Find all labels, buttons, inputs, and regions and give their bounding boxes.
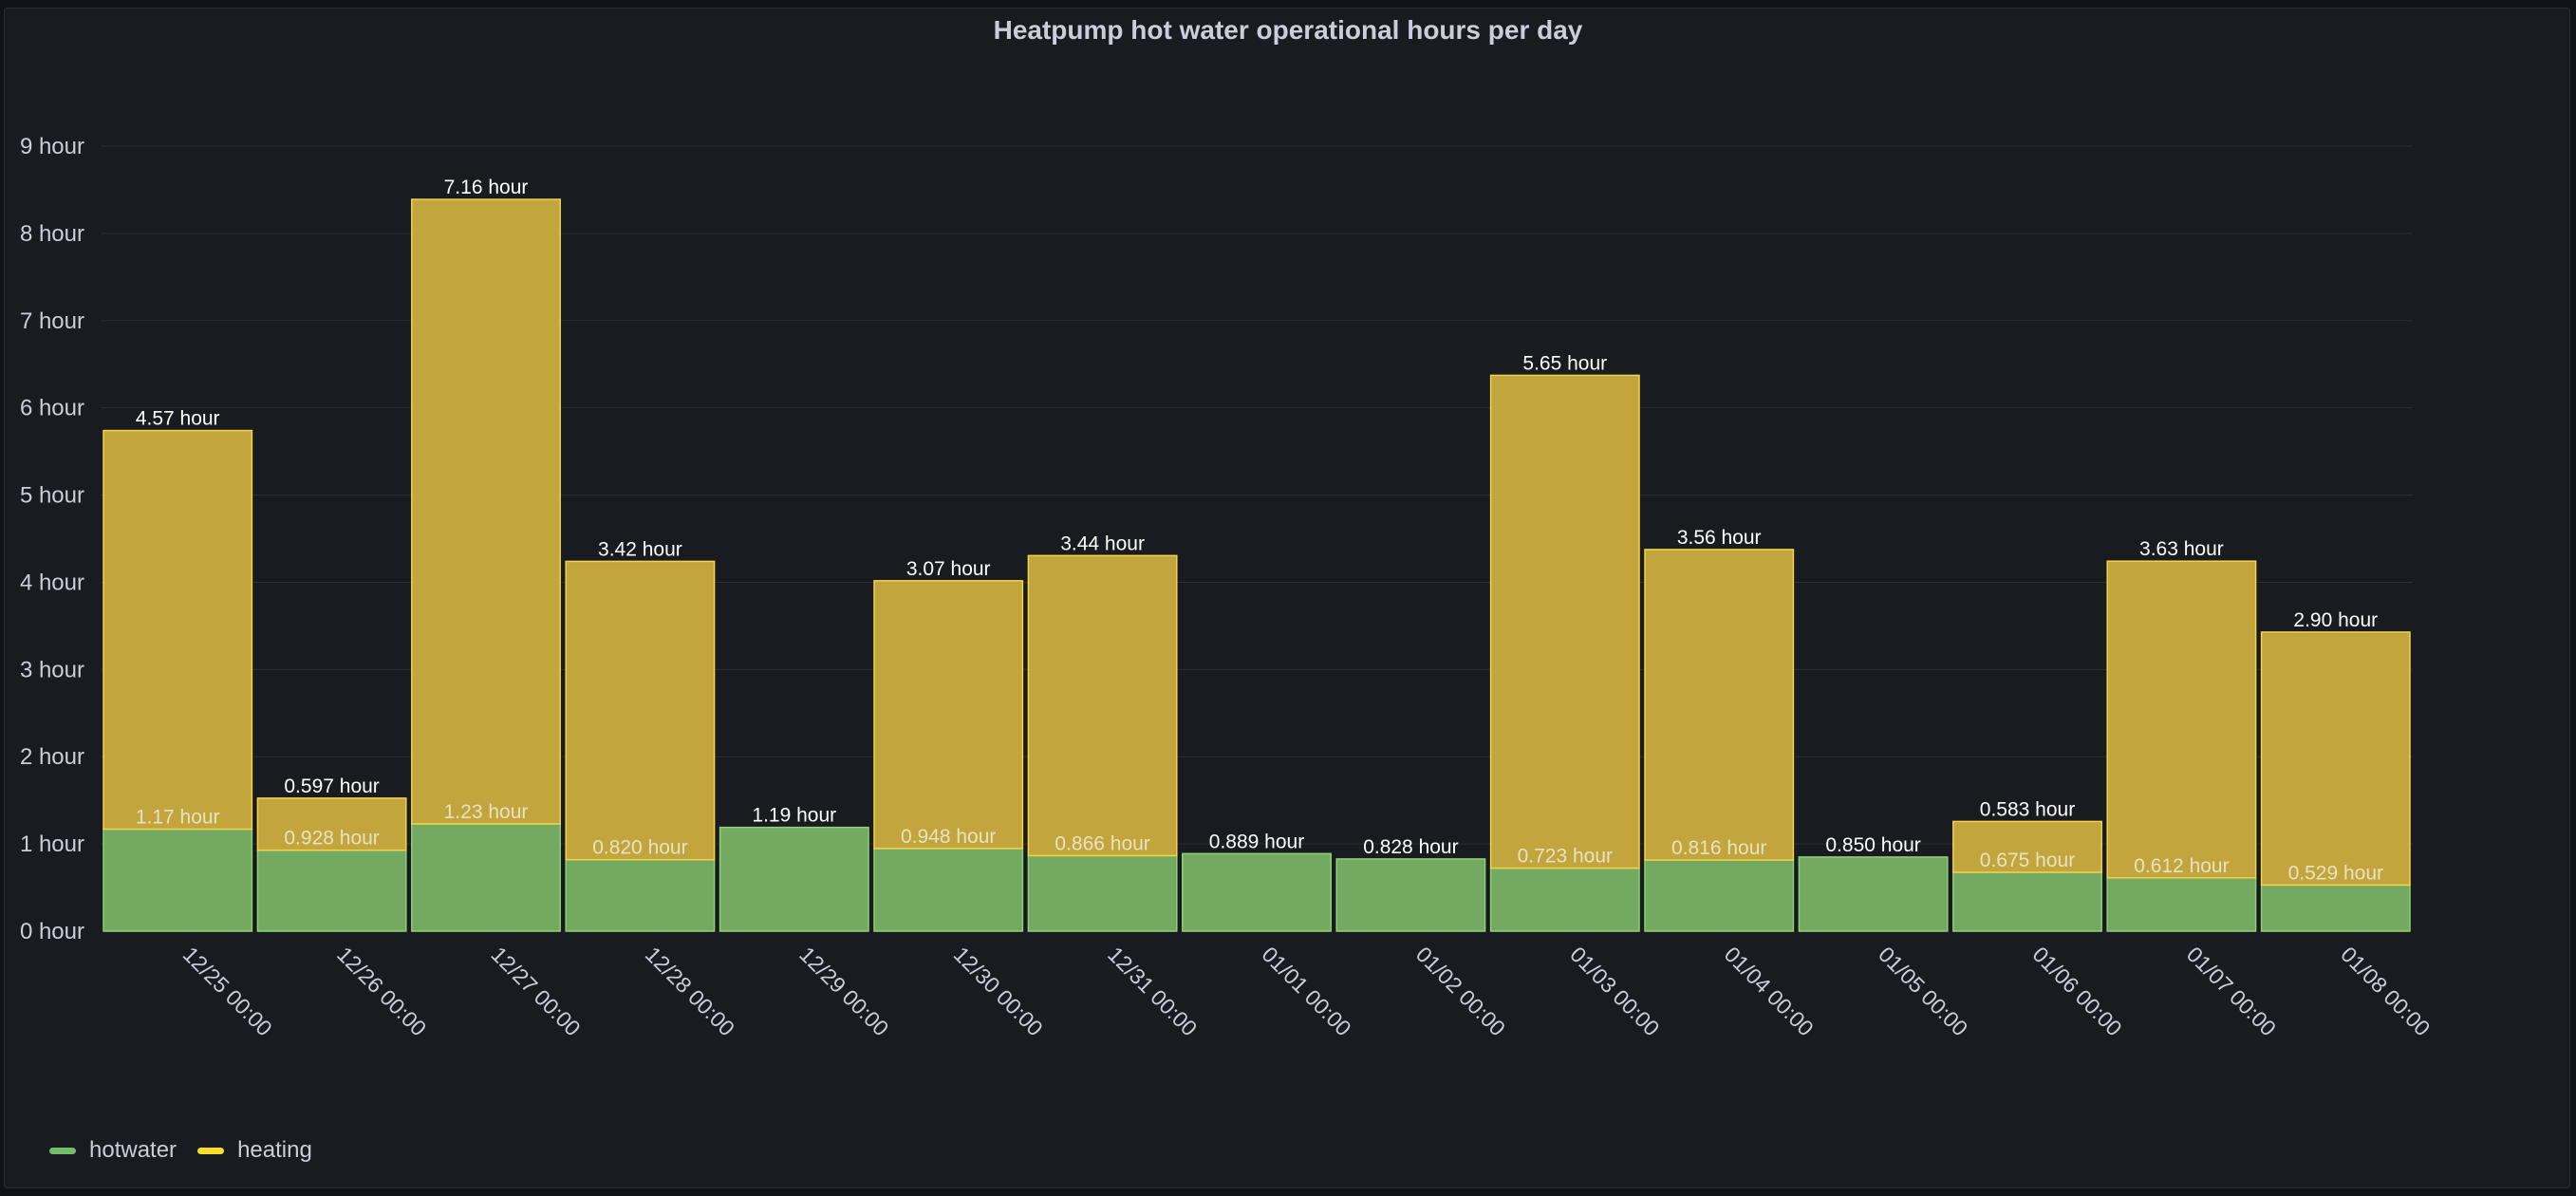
bar-hotwater[interactable]: [411, 823, 561, 932]
legend: hotwater heating: [49, 1137, 312, 1164]
x-tick-label: 01/07 00:00: [2182, 942, 2281, 1040]
legend-label-heating: heating: [237, 1137, 312, 1163]
x-tick-label: 01/05 00:00: [1874, 942, 1972, 1040]
bar-hotwater[interactable]: [565, 858, 716, 932]
data-label-heating: 3.56 hour: [1677, 527, 1762, 549]
x-tick-label: 12/26 00:00: [332, 942, 431, 1040]
x-tick-label: 12/30 00:00: [949, 942, 1048, 1040]
x-tick-label: 01/04 00:00: [1720, 942, 1819, 1040]
bar-hotwater[interactable]: [1489, 867, 1640, 932]
data-label-hotwater: 0.612 hour: [2134, 855, 2229, 877]
data-label-hotwater: 0.889 hour: [1209, 831, 1304, 852]
legend-label-hotwater: hotwater: [89, 1137, 177, 1163]
data-label-hotwater: 0.928 hour: [284, 828, 379, 850]
y-tick-label: 7 hour: [20, 308, 84, 334]
data-label-hotwater: 0.828 hour: [1363, 836, 1458, 858]
data-label-hotwater: 0.529 hour: [2288, 862, 2383, 884]
bar-heating[interactable]: [2260, 631, 2411, 887]
bar-hotwater[interactable]: [1182, 852, 1332, 932]
data-label-hotwater: 1.19 hour: [752, 805, 836, 827]
data-label-hotwater: 1.17 hour: [136, 806, 220, 828]
bar-hotwater[interactable]: [1644, 859, 1795, 932]
data-label-hotwater: 0.816 hour: [1671, 837, 1766, 859]
data-label-heating: 7.16 hour: [444, 177, 529, 198]
bar-heating[interactable]: [1027, 554, 1178, 857]
bar-hotwater[interactable]: [2260, 884, 2411, 932]
bar-hotwater[interactable]: [1335, 858, 1486, 932]
bar-heating[interactable]: [103, 429, 253, 831]
bar-hotwater[interactable]: [256, 849, 407, 932]
data-label-heating: 3.42 hour: [598, 538, 682, 560]
bar-heating[interactable]: [1489, 374, 1640, 869]
bar-heating[interactable]: [565, 560, 716, 861]
x-tick-label: 01/03 00:00: [1565, 942, 1664, 1040]
bar-hotwater[interactable]: [2106, 877, 2257, 932]
x-tick-label: 12/27 00:00: [486, 942, 585, 1040]
bar-heating[interactable]: [411, 198, 561, 825]
y-tick-label: 6 hour: [20, 396, 84, 421]
x-tick-label: 01/02 00:00: [1411, 942, 1510, 1040]
data-label-hotwater: 1.23 hour: [444, 801, 529, 823]
x-tick-label: 01/08 00:00: [2336, 942, 2435, 1040]
legend-swatch-heating: [197, 1147, 225, 1154]
bar-hotwater[interactable]: [1952, 871, 2102, 932]
data-label-hotwater: 0.866 hour: [1055, 832, 1149, 854]
data-label-heating: 3.63 hour: [2139, 538, 2224, 560]
data-label-heating: 3.44 hour: [1060, 533, 1145, 554]
y-tick-label: 5 hour: [20, 483, 84, 509]
bar-hotwater[interactable]: [1798, 856, 1949, 932]
data-label-heating: 3.07 hour: [906, 558, 991, 580]
x-tick-label: 12/29 00:00: [794, 942, 893, 1040]
bar-hotwater[interactable]: [719, 826, 869, 932]
bar-hotwater[interactable]: [103, 828, 253, 932]
y-tick-label: 3 hour: [20, 657, 84, 682]
bar-heating[interactable]: [1644, 549, 1795, 861]
legend-swatch-hotwater: [49, 1147, 76, 1154]
bar-heating[interactable]: [1952, 820, 2102, 873]
data-label-heating: 0.583 hour: [1980, 798, 2075, 820]
x-tick-label: 12/25 00:00: [178, 942, 277, 1040]
y-tick-label: 4 hour: [20, 570, 84, 595]
bar-hotwater[interactable]: [1027, 854, 1178, 932]
y-tick-label: 9 hour: [20, 134, 84, 159]
x-tick-label: 01/06 00:00: [2027, 942, 2126, 1040]
data-label-hotwater: 0.820 hour: [592, 837, 687, 859]
data-label-heating: 2.90 hour: [2293, 609, 2378, 631]
bar-heating[interactable]: [256, 797, 407, 851]
y-tick-label: 2 hour: [20, 744, 84, 770]
legend-item-hotwater[interactable]: hotwater: [49, 1137, 177, 1164]
data-label-heating: 4.57 hour: [136, 408, 220, 430]
bar-heating[interactable]: [873, 580, 1024, 850]
y-tick-label: 8 hour: [20, 221, 84, 247]
legend-item-heating[interactable]: heating: [197, 1137, 312, 1164]
data-label-heating: 5.65 hour: [1522, 352, 1607, 374]
bar-hotwater[interactable]: [873, 848, 1024, 932]
x-tick-label: 12/31 00:00: [1103, 942, 1202, 1040]
y-tick-label: 0 hour: [20, 919, 84, 944]
x-tick-label: 12/28 00:00: [641, 942, 739, 1040]
data-label-heating: 0.597 hour: [284, 776, 379, 797]
y-tick-label: 1 hour: [20, 832, 84, 857]
data-labels: 1.17 hour 4.57 hour 0.928 hour 0.597 hour 1.…: [136, 177, 2383, 884]
bar-heating[interactable]: [2106, 560, 2257, 879]
x-tick-label: 01/01 00:00: [1257, 942, 1355, 1040]
data-label-hotwater: 0.850 hour: [1825, 834, 1920, 856]
data-label-hotwater: 0.948 hour: [901, 826, 996, 848]
data-label-hotwater: 0.675 hour: [1980, 850, 2075, 871]
bar-series: [103, 198, 2411, 932]
data-label-hotwater: 0.723 hour: [1518, 846, 1613, 868]
panel-title: Heatpump hot water operational hours per…: [993, 15, 1583, 45]
